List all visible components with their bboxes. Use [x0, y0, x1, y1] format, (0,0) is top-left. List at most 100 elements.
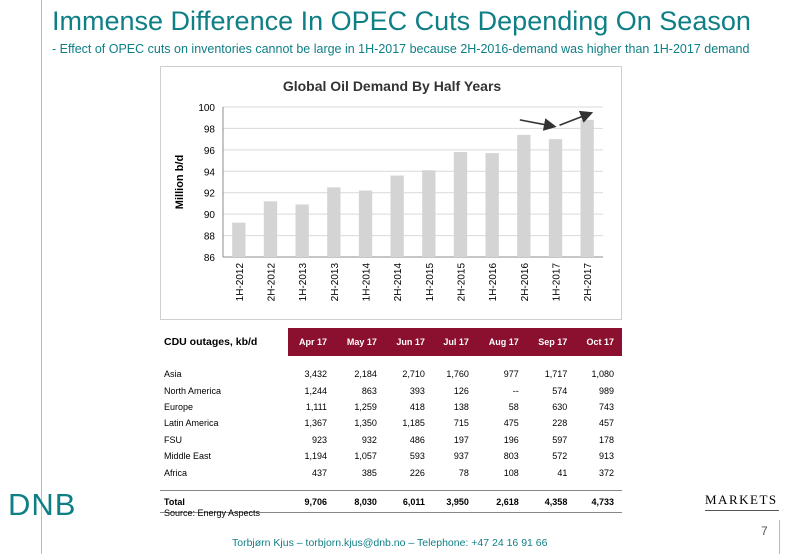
bar	[453, 152, 468, 257]
table-cell: 572	[552, 451, 568, 462]
x-tick-label: 1H-2012	[235, 263, 246, 302]
table-cell: 8,030	[335, 490, 385, 514]
y-axis-label: Million b/d	[174, 155, 186, 209]
table-row: North America 1,244 863 393 126 -- 574 989	[160, 382, 622, 398]
table-cell: 418	[409, 401, 425, 412]
row-label: Asia	[164, 369, 182, 380]
table-cell: 9,706	[287, 490, 336, 514]
bar	[295, 204, 309, 257]
table-row: Latin America 1,367 1,350 1,185 715 475 228 457	[160, 415, 622, 431]
table-cell: 1,185	[402, 418, 425, 429]
arrow-annotation	[519, 118, 557, 131]
table-cell: 4,358	[526, 490, 576, 514]
table-cell: 486	[409, 434, 425, 445]
table-cell: 138	[453, 401, 469, 412]
table-row: Middle East 1,194 1,057 593 937 803 572 913	[160, 448, 622, 464]
table-cell: 923	[312, 434, 328, 445]
table-cell: 593	[409, 451, 425, 462]
table-cell: 863	[361, 385, 377, 396]
table-cell: 597	[552, 434, 568, 445]
table-cell: 1,350	[354, 418, 377, 429]
y-tick-label: 86	[204, 253, 216, 264]
row-label: Europe	[164, 401, 194, 412]
table-cell: 457	[598, 418, 614, 429]
table-title: CDU outages, kb/d	[160, 328, 288, 356]
table-column-header: Oct 17	[575, 328, 622, 356]
chart-svg: Global Oil Demand By Half Years Million b…	[174, 78, 603, 302]
table-cell: 2,710	[402, 369, 425, 380]
table-cell: 228	[552, 418, 568, 429]
bar	[485, 153, 499, 257]
table-cell: 1,111	[305, 401, 328, 412]
y-tick-label: 100	[198, 103, 215, 114]
table-column-header: Aug 17	[476, 328, 527, 356]
table-column-header: May 17	[335, 328, 385, 356]
bar	[358, 190, 373, 257]
table-cell: 1,080	[591, 369, 614, 380]
bar	[548, 139, 563, 257]
bar	[263, 201, 278, 257]
chart-title: Global Oil Demand By Half Years	[283, 78, 502, 94]
table-cell: 475	[503, 418, 519, 429]
markets-underline	[705, 510, 779, 511]
slide-title: Immense Difference In OPEC Cuts Dependin…	[52, 6, 751, 36]
table-cell: 1,717	[544, 369, 568, 380]
table-cell: 743	[598, 401, 614, 412]
row-label: Total	[160, 490, 288, 514]
left-divider-line	[41, 0, 42, 554]
row-label: FSU	[164, 434, 182, 445]
table-cell: 78	[458, 467, 469, 478]
table-column-header: Jul 17	[432, 328, 477, 356]
table-cell: 913	[598, 451, 614, 462]
x-tick-label: 2H-2012	[267, 263, 278, 302]
table-cell: 937	[453, 451, 469, 462]
table-cell: 197	[453, 434, 469, 445]
x-tick-label: 2H-2014	[393, 263, 404, 302]
bar	[232, 222, 246, 257]
bar	[580, 119, 594, 257]
x-tick-label: 2H-2015	[457, 263, 468, 302]
table-cell: 3,950	[432, 490, 477, 514]
page-number: 7	[761, 524, 768, 538]
slide-subtitle: - Effect of OPEC cuts on inventories can…	[52, 42, 750, 56]
y-tick-label: 94	[204, 167, 216, 178]
table-cell: 58	[508, 401, 519, 412]
bar	[327, 187, 341, 257]
table-cell: 1,194	[304, 451, 328, 462]
bar	[390, 175, 404, 257]
y-tick-label: 98	[204, 124, 216, 135]
bar	[422, 170, 436, 257]
table-row: FSU 923 932 486 197 196 597 178	[160, 432, 622, 448]
table-cell: 385	[361, 467, 377, 478]
table-row: Africa 437 385 226 78 108 41 372	[160, 464, 622, 480]
x-tick-label: 1H-2016	[488, 263, 499, 302]
table-cell: 108	[503, 467, 519, 478]
table-cell: 977	[503, 369, 519, 380]
x-tick-label: 1H-2014	[362, 263, 373, 302]
table-cell: 4,733	[575, 490, 622, 514]
row-label: Africa	[164, 467, 188, 478]
table-cell: 1,259	[354, 401, 377, 412]
x-tick-label: 2H-2016	[520, 263, 531, 302]
oil-demand-chart: Global Oil Demand By Half Years Million b…	[160, 66, 622, 320]
table-cell: 226	[409, 467, 425, 478]
row-label: North America	[164, 385, 222, 396]
y-tick-label: 92	[204, 189, 216, 200]
table-cell: 574	[552, 385, 568, 396]
table-header-row: CDU outages, kb/d Apr 17 May 17 Jun 17 Jul …	[160, 328, 622, 356]
table-cell: 1,057	[354, 451, 377, 462]
row-label: Middle East	[164, 451, 212, 462]
table-cell: 1,760	[446, 369, 469, 380]
table-column-header: Jun 17	[384, 328, 433, 356]
x-tick-label: 1H-2013	[298, 263, 309, 302]
table-source: Source: Energy Aspects	[164, 508, 261, 518]
table-cell: 2,618	[476, 490, 527, 514]
x-tick-label: 1H-2017	[552, 263, 563, 302]
arrow-annotation	[559, 110, 594, 126]
table-cell: 6,011	[384, 490, 433, 514]
table-spacer-row	[160, 481, 622, 491]
y-tick-label: 88	[204, 232, 216, 243]
table-cell: 932	[361, 434, 377, 445]
table-cell: 41	[557, 467, 568, 478]
markets-brand: MARKETS	[705, 492, 778, 507]
